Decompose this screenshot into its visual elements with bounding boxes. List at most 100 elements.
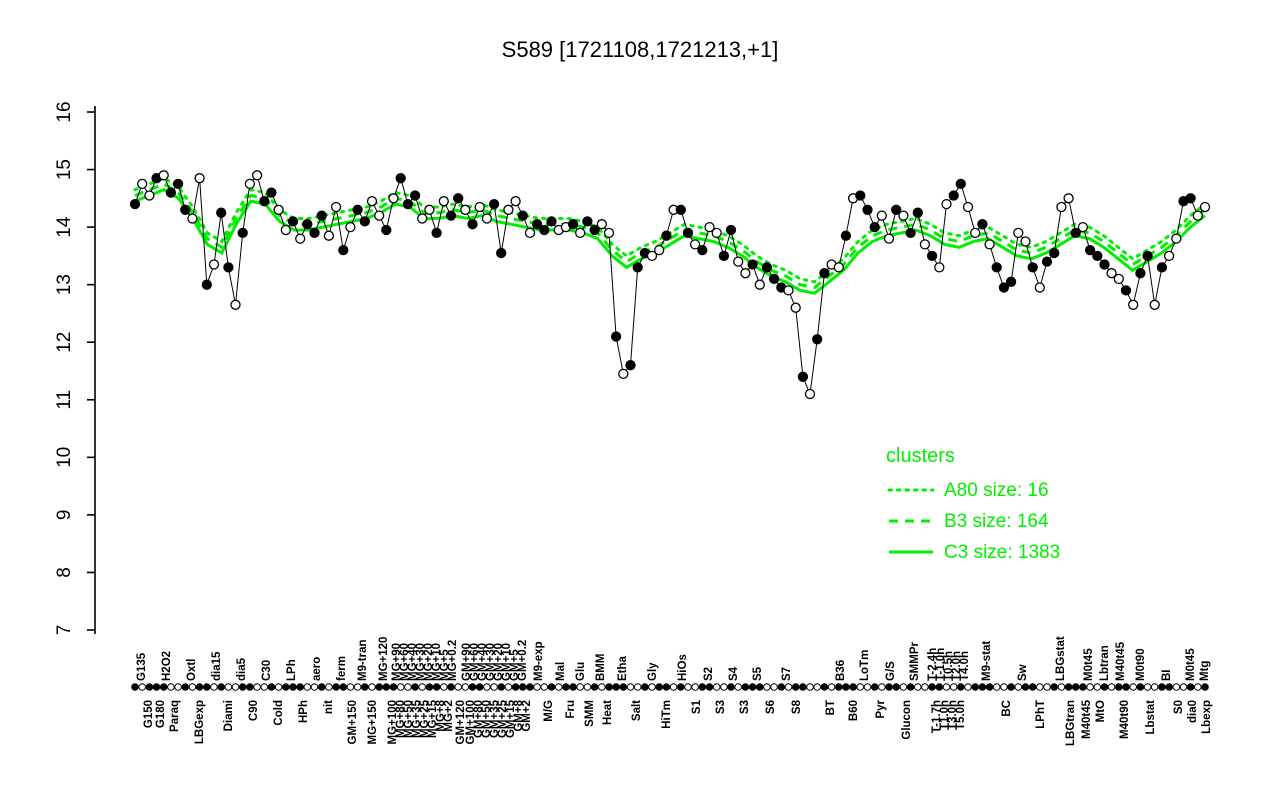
legend-label-a80: A80 size: 16 <box>944 480 1049 501</box>
rug-point <box>353 683 362 691</box>
legend-title: clusters <box>886 445 955 467</box>
rug-point <box>138 683 146 691</box>
x-label: S3 <box>715 700 727 714</box>
x-label: T0.5h <box>943 651 955 681</box>
rug-point <box>296 683 305 691</box>
x-label: Lbstat <box>1145 700 1157 735</box>
x-label: MG+90 <box>391 643 403 681</box>
data-point <box>883 233 895 244</box>
data-point <box>790 302 801 313</box>
legend: clusters A80 size: 16 B3 size: 164 C3 si… <box>886 445 1060 563</box>
rug-point <box>404 683 412 691</box>
data-point <box>632 262 643 273</box>
rug-point <box>167 683 175 691</box>
cluster-b3-line <box>134 182 1206 290</box>
x-label: Heat <box>602 700 614 725</box>
x-label: S8 <box>791 699 803 714</box>
data-point <box>496 247 507 259</box>
data-point <box>783 285 794 296</box>
data-point <box>704 221 715 233</box>
data-point <box>1128 299 1139 310</box>
rug-point <box>231 683 240 691</box>
x-label: T5.0h <box>955 700 967 730</box>
rug-point <box>224 683 233 691</box>
rug-point <box>468 683 477 691</box>
rug-point <box>195 683 204 691</box>
data-point <box>1142 250 1153 262</box>
x-label: Sw <box>1017 664 1029 681</box>
rug-point <box>791 683 800 691</box>
data-point <box>1013 227 1024 239</box>
data-point <box>1027 262 1038 273</box>
data-point <box>1049 247 1060 259</box>
x-label: MG+5 <box>439 649 451 681</box>
x-label: B36 <box>835 660 847 681</box>
rug-point <box>562 683 570 691</box>
data-point <box>330 201 342 213</box>
x-label: G/S <box>885 661 897 681</box>
data-point <box>366 196 378 207</box>
data-point <box>891 204 902 215</box>
rug-point <box>526 683 534 691</box>
data-point <box>1156 262 1168 273</box>
data-point <box>740 268 751 279</box>
rug-point <box>131 683 139 691</box>
data-point <box>1163 250 1175 262</box>
x-label: M40t45 <box>1081 699 1093 739</box>
rug-point <box>820 683 829 691</box>
rug-point <box>267 683 276 691</box>
x-label: M9-stat <box>981 641 993 681</box>
rug-point <box>447 683 455 691</box>
rug-point <box>691 683 699 691</box>
data-point <box>158 170 169 181</box>
x-label: MG+120 <box>378 637 390 681</box>
rug-point <box>540 683 549 691</box>
x-label: GM+10 <box>501 643 513 681</box>
rug-point <box>382 683 391 691</box>
rug-point <box>669 683 678 691</box>
x-label: SMMPr <box>909 642 921 682</box>
x-label: MG+25 <box>419 699 431 738</box>
rug-point <box>375 683 384 691</box>
data-point <box>417 213 428 224</box>
x-label: BC <box>1001 700 1013 717</box>
data-point <box>733 256 744 267</box>
rug-point <box>1086 683 1094 691</box>
x-label: HiOs <box>677 654 689 681</box>
rug-point <box>985 683 994 691</box>
x-label: MG+60 <box>399 643 411 681</box>
x-label: GM+25 <box>497 699 509 738</box>
data-point <box>345 221 356 233</box>
rug-point <box>1036 683 1044 691</box>
data-point <box>977 219 988 230</box>
x-label: MG+100 <box>387 700 399 744</box>
x-label: M0t45 <box>1083 648 1095 681</box>
x-label: MG+150 <box>367 700 379 744</box>
rug-point <box>554 683 563 691</box>
rug-point <box>411 683 419 691</box>
data-point <box>287 216 299 227</box>
x-label: MG+10 <box>431 643 443 681</box>
data-point <box>510 196 521 207</box>
data-point <box>172 178 184 190</box>
y-tick-label: 12 <box>54 332 75 353</box>
rug-point <box>504 683 513 691</box>
rug-point <box>1179 683 1188 691</box>
rug-point <box>576 683 585 691</box>
data-point <box>840 230 852 241</box>
x-label: GM+80 <box>473 700 485 738</box>
rug-point <box>389 683 398 691</box>
data-point <box>1020 236 1031 247</box>
data-point <box>970 227 981 239</box>
x-label: GM+50 <box>481 700 493 738</box>
data-point <box>1056 201 1067 213</box>
rug-point <box>1093 683 1102 691</box>
data-point <box>216 207 227 218</box>
rug-point <box>368 683 376 691</box>
rug-point <box>217 683 225 691</box>
x-labels-bottom: G150 G180 Paraq LBGexp Diami C90 Cold HPh nit GM+… <box>143 699 1213 746</box>
data-point <box>539 224 550 236</box>
rug-point <box>1150 683 1159 691</box>
